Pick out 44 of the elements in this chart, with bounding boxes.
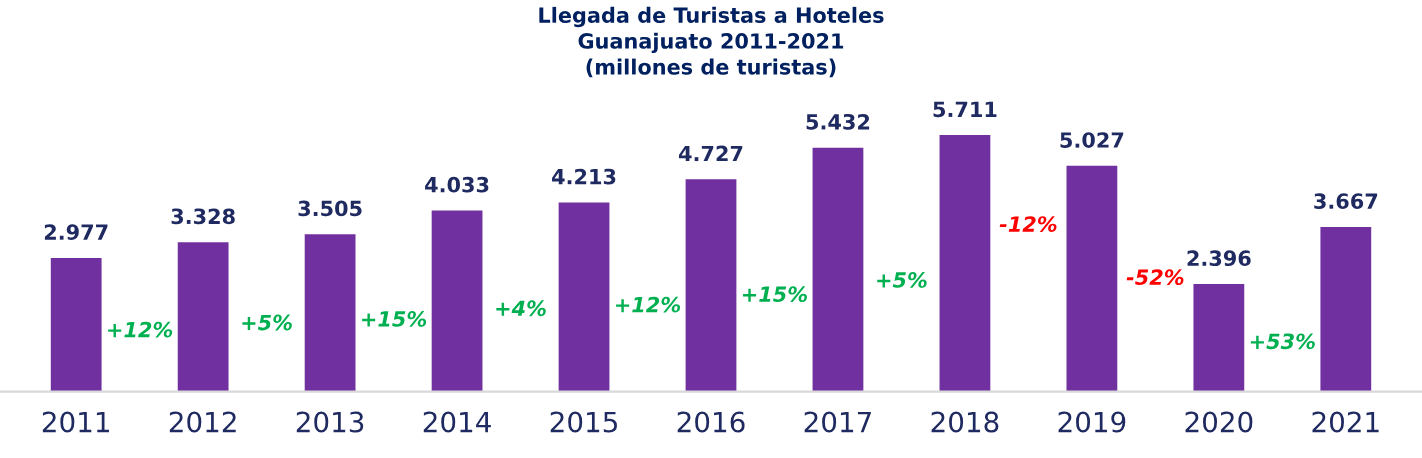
bar [939,135,991,392]
bar [1320,226,1372,392]
data-label: 3.667 [1314,193,1378,209]
x-tick-label: 2019 [1058,411,1126,433]
x-tick-label: 2015 [550,411,617,433]
bar [558,202,610,392]
data-label: 4.033 [425,176,489,193]
x-tick-label: 2014 [423,411,491,433]
data-label: 5.432 [806,113,870,130]
annotation: +15% [743,286,807,303]
bar [685,179,737,392]
annotation: +15% [362,311,427,327]
bar [50,257,102,392]
bar [177,242,229,392]
data-label: 5.027 [1060,132,1124,148]
bar [1193,283,1245,392]
annotation: -12% [999,216,1057,232]
x-tick-label: 2016 [677,411,745,433]
annotation: +12% [108,321,173,338]
bar [431,210,483,392]
x-tick-label: 2017 [804,411,871,433]
x-tick-label: 2018 [931,411,999,433]
x-tick-label: 2020 [1185,411,1253,433]
data-label: 3.505 [298,200,362,217]
data-label: 4.213 [552,168,616,185]
annotation: +53% [1250,333,1315,350]
annotation: +5% [877,272,927,288]
x-tick-label: 2013 [296,411,364,433]
annotation: +4% [496,300,546,317]
data-label: 3.328 [171,208,235,225]
x-tick-label: 2012 [169,411,236,433]
data-label: 2.977 [44,224,108,240]
annotation: +5% [242,314,292,331]
chart-title: Llegada de Turistas a Hoteles Guanajuato 2011-2021 (millones de turistas) [539,6,884,78]
x-tick-label: 2011 [42,411,109,433]
annotation: -52% [1126,269,1184,286]
annotation: +12% [616,296,681,313]
bar [304,234,356,392]
bar [812,147,864,392]
data-label: 4.727 [678,145,743,162]
bar [1066,165,1118,392]
x-tick-label: 2021 [1312,411,1379,433]
data-label: 5.711 [933,101,997,118]
data-label: 2.396 [1187,250,1251,267]
